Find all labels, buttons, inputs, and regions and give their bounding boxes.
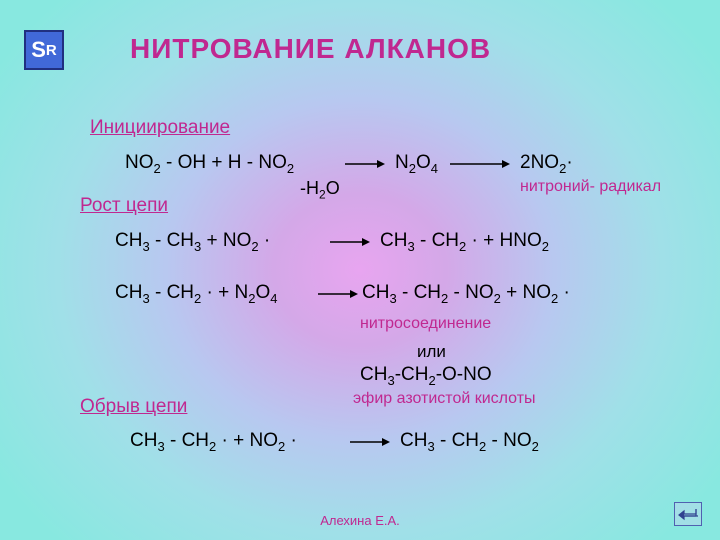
eq2-left: CH3 - CH3 + NO2 · [115, 230, 270, 254]
eq1-mid: N2O4 [395, 152, 438, 176]
section-termination: Обрыв цепи [80, 396, 187, 418]
eq1-right: 2NO2· [520, 152, 573, 176]
eq3-left: CH3 - CH2 · + N2O4 [115, 282, 277, 306]
arrow-icon [450, 158, 510, 170]
eq3-right: CH3 - CH2 - NO2 + NO2 · [362, 282, 570, 306]
note-nitronium: нитроний- радикал [520, 178, 661, 196]
section-propagation: Рост цепи [80, 195, 168, 217]
return-arrow-icon [678, 506, 698, 522]
arrow-icon [350, 436, 390, 448]
badge-main: S [31, 37, 46, 63]
eq2-right: CH3 - CH2 · + HNO2 [380, 230, 549, 254]
note-or: или [417, 342, 446, 362]
eq1-left: NO2 - OH + H - NO2 [125, 152, 294, 176]
note-nitrocompound: нитросоединение [360, 315, 491, 333]
eq1-below: -H2O [300, 178, 340, 202]
arrow-icon [318, 288, 358, 300]
note-ester-formula: CH3-CH2-O-NO [360, 364, 492, 388]
note-ester-name: эфир азотистой кислоты [353, 390, 536, 408]
mechanism-badge: SR [24, 30, 64, 70]
arrow-icon [345, 158, 385, 170]
return-button[interactable] [674, 502, 702, 526]
badge-sub: R [46, 42, 57, 59]
page-title: НИТРОВАНИЕ АЛКАНОВ [130, 33, 491, 65]
footer-author: Алехина Е.А. [0, 513, 720, 528]
arrow-icon [330, 236, 370, 248]
section-initiation: Инициирование [90, 117, 230, 139]
eq4-right: CH3 - CH2 - NO2 [400, 430, 539, 454]
eq4-left: CH3 - CH2 · + NO2 · [130, 430, 297, 454]
